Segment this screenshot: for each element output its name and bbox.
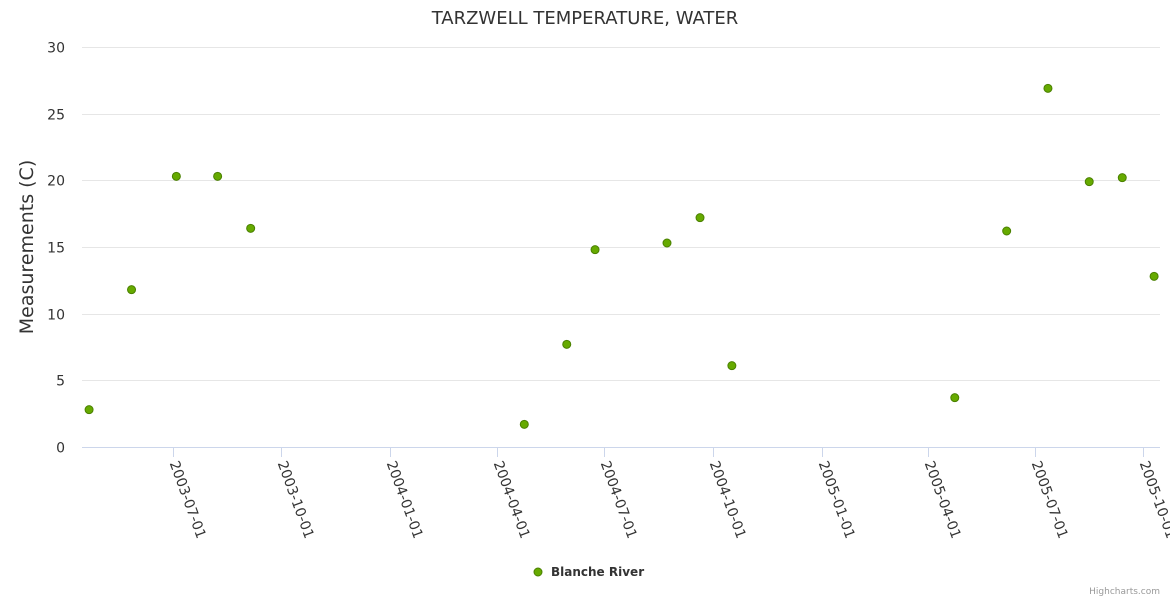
x-tick-label: 2005-04-01 xyxy=(921,459,964,541)
chart-title: TARZWELL TEMPERATURE, WATER xyxy=(431,8,739,29)
data-point[interactable] xyxy=(1149,271,1159,281)
data-point[interactable] xyxy=(246,223,256,233)
y-tick-label: 0 xyxy=(56,441,65,457)
grid-lines xyxy=(82,47,1160,381)
series-points xyxy=(84,83,1159,429)
y-axis-ticks: 0 5 10 15 20 25 30 xyxy=(47,41,65,457)
data-point[interactable] xyxy=(127,285,137,295)
x-tick-label: 2004-07-01 xyxy=(597,459,640,541)
data-point[interactable] xyxy=(1084,177,1094,187)
x-tick-label: 2004-01-01 xyxy=(383,459,426,541)
x-axis-ticks: 2003-07-01 2003-10-01 2004-01-01 2004-04-01… xyxy=(166,447,1170,541)
x-tick-label: 2004-04-01 xyxy=(490,459,533,541)
y-tick-label: 15 xyxy=(47,241,65,257)
y-tick-label: 30 xyxy=(47,41,65,57)
x-tick-label: 2005-07-01 xyxy=(1028,459,1071,541)
data-point[interactable] xyxy=(171,171,181,181)
x-tick-label: 2005-01-01 xyxy=(815,459,858,541)
data-point[interactable] xyxy=(695,213,705,223)
data-point[interactable] xyxy=(213,171,223,181)
data-point[interactable] xyxy=(84,405,94,415)
data-point[interactable] xyxy=(590,245,600,255)
y-tick-label: 10 xyxy=(47,308,65,324)
y-tick-label: 5 xyxy=(56,374,65,390)
data-point[interactable] xyxy=(519,419,529,429)
credits-link[interactable]: Highcharts.com xyxy=(1089,587,1160,597)
data-point[interactable] xyxy=(562,339,572,349)
x-tick-label: 2003-07-01 xyxy=(166,459,209,541)
data-point[interactable] xyxy=(727,361,737,371)
data-point[interactable] xyxy=(950,393,960,403)
x-tick-label: 2003-10-01 xyxy=(274,459,317,541)
y-tick-label: 20 xyxy=(47,174,65,190)
data-point[interactable] xyxy=(1002,226,1012,236)
legend-marker-icon[interactable] xyxy=(533,567,543,577)
data-point[interactable] xyxy=(662,238,672,248)
x-tick-label: 2004-10-01 xyxy=(706,459,749,541)
y-tick-label: 25 xyxy=(47,108,65,124)
x-tick-label: 2005-10-01 xyxy=(1136,459,1170,541)
data-point[interactable] xyxy=(1043,83,1053,93)
y-axis-label: Measurements (C) xyxy=(16,160,38,334)
legend-item-blanche-river[interactable]: Blanche River xyxy=(551,565,644,579)
data-point[interactable] xyxy=(1117,173,1127,183)
legend[interactable]: Blanche River xyxy=(533,565,644,579)
